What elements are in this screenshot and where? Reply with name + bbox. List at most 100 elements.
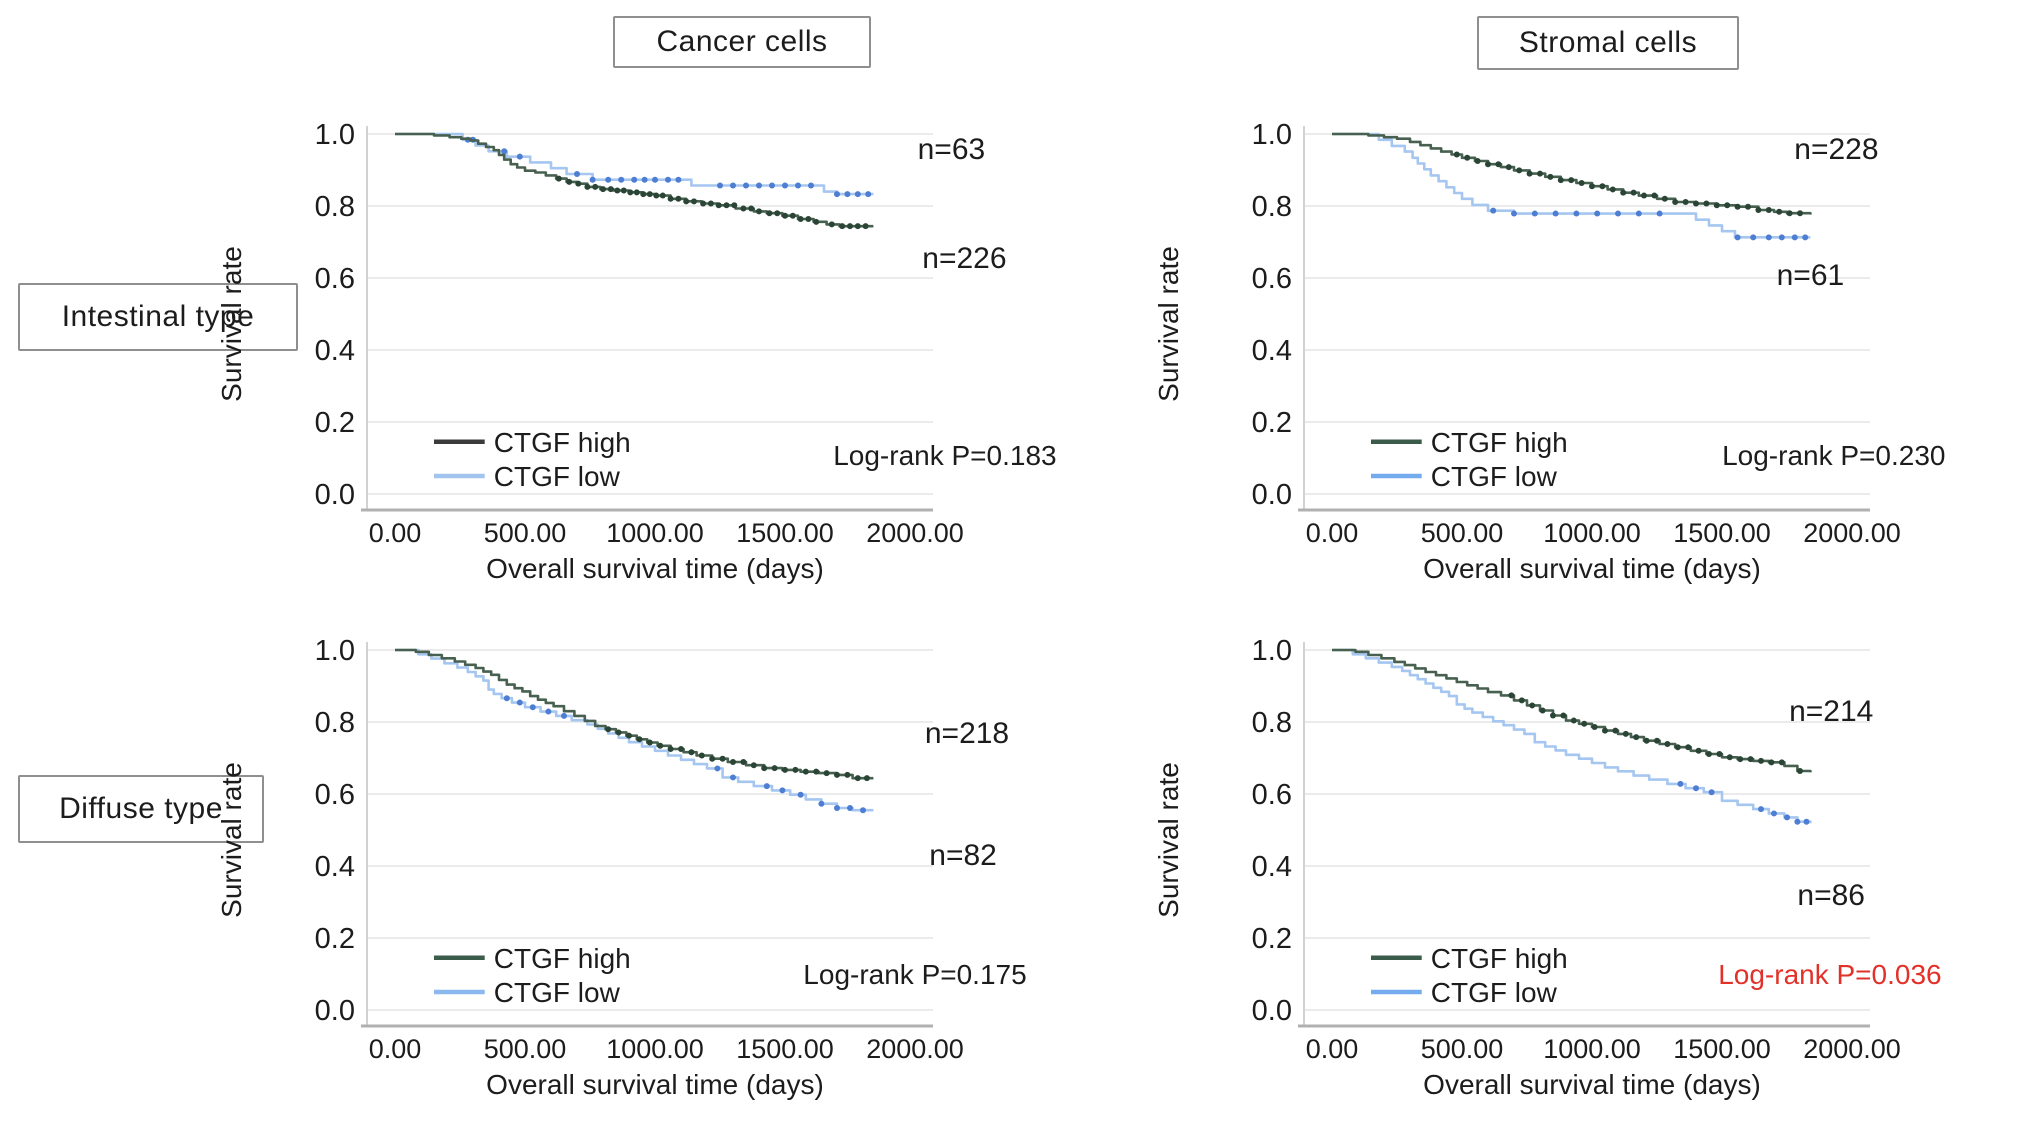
censor-mark-ctgf-high bbox=[1568, 177, 1575, 184]
censor-mark-ctgf-high bbox=[1726, 754, 1733, 761]
y-tick-label: 0.2 bbox=[315, 407, 355, 439]
censor-mark-ctgf-high bbox=[592, 183, 599, 190]
censor-mark-ctgf-high bbox=[723, 202, 730, 209]
censor-mark-ctgf-high bbox=[667, 195, 674, 202]
column-header-stromal-cells: Stromal cells bbox=[1477, 16, 1739, 70]
x-tick-label: 0.00 bbox=[369, 1034, 422, 1064]
censor-mark-ctgf-high bbox=[1485, 161, 1491, 168]
km-chart-intestinal-stromal-cells: 1.0 0.8 0.6 0.4 0.2 0.0 0.00 500.00 1000.00 1500.… bbox=[1153, 119, 1945, 584]
y-tick-label: 0.6 bbox=[1252, 263, 1292, 295]
censor-mark-ctgf-high bbox=[1641, 192, 1647, 199]
censor-mark-ctgf-high bbox=[657, 742, 664, 749]
x-axis-title: Overall survival time (days) bbox=[1423, 1069, 1761, 1100]
censor-mark-ctgf-low bbox=[1758, 806, 1764, 813]
y-tick-label: 0.0 bbox=[315, 995, 355, 1027]
censor-mark-ctgf-high bbox=[1547, 173, 1554, 180]
y-tick-label: 0.0 bbox=[1252, 995, 1292, 1027]
y-axis-title: Survival rate bbox=[216, 762, 247, 918]
y-axis-title: Survival rate bbox=[1153, 762, 1184, 918]
censor-mark-ctgf-high bbox=[1797, 210, 1803, 217]
n-annotation-ctgf-high: n=218 bbox=[925, 717, 1009, 750]
y-axis-title: Survival rate bbox=[1153, 246, 1184, 402]
censor-mark-ctgf-high bbox=[584, 183, 591, 190]
censor-mark-ctgf-low bbox=[714, 765, 721, 772]
censor-mark-ctgf-high bbox=[805, 215, 812, 222]
x-tick-label: 1000.00 bbox=[606, 518, 704, 548]
column-header-cancer-cells: Cancer cells bbox=[613, 16, 871, 68]
censor-mark-ctgf-high bbox=[1643, 737, 1650, 744]
censor-mark-ctgf-high bbox=[1797, 767, 1803, 774]
legend-label-ctgf-high: CTGF high bbox=[494, 943, 631, 974]
censor-mark-ctgf-low bbox=[589, 176, 596, 183]
censor-mark-ctgf-high bbox=[1747, 756, 1754, 763]
censor-mark-ctgf-high bbox=[862, 223, 869, 230]
log-rank-p-annotation: Log-rank P=0.230 bbox=[1722, 440, 1945, 471]
censor-mark-ctgf-high bbox=[653, 192, 660, 199]
x-tick-label: 1000.00 bbox=[606, 1034, 704, 1064]
x-axis-title: Overall survival time (days) bbox=[1423, 553, 1761, 584]
censor-mark-ctgf-high bbox=[719, 755, 726, 762]
censor-mark-ctgf-high bbox=[1495, 161, 1502, 168]
log-rank-p-annotation: Log-rank P=0.183 bbox=[833, 440, 1056, 471]
km-chart-diffuse-stromal-cells: 1.0 0.8 0.6 0.4 0.2 0.0 0.00 500.00 1000.00 1500.… bbox=[1153, 635, 1942, 1100]
x-tick-label: 500.00 bbox=[484, 518, 567, 548]
censor-mark-ctgf-high bbox=[828, 221, 835, 228]
legend-label-ctgf-low: CTGF low bbox=[494, 461, 621, 492]
censor-mark-ctgf-low bbox=[1511, 210, 1517, 217]
censor-mark-ctgf-high bbox=[1664, 740, 1671, 747]
censor-mark-ctgf-high bbox=[1778, 759, 1785, 766]
censor-mark-ctgf-high bbox=[1550, 712, 1556, 719]
censor-mark-ctgf-high bbox=[1581, 720, 1588, 727]
censor-mark-ctgf-low bbox=[574, 170, 580, 177]
censor-mark-ctgf-high bbox=[1505, 164, 1512, 171]
censor-mark-ctgf-high bbox=[1560, 712, 1567, 719]
censor-mark-ctgf-high bbox=[1570, 717, 1577, 724]
censor-mark-ctgf-low bbox=[1635, 210, 1642, 217]
censor-mark-ctgf-high bbox=[1526, 170, 1533, 177]
censor-mark-ctgf-high bbox=[607, 186, 614, 193]
censor-mark-ctgf-high bbox=[1706, 751, 1712, 758]
x-tick-label: 0.00 bbox=[1306, 518, 1359, 548]
censor-mark-ctgf-high bbox=[1578, 179, 1585, 186]
censor-mark-ctgf-high bbox=[646, 191, 653, 198]
censor-mark-ctgf-low bbox=[1594, 210, 1601, 217]
censor-mark-ctgf-low bbox=[756, 182, 762, 189]
censor-mark-ctgf-high bbox=[640, 191, 647, 198]
censor-mark-ctgf-high bbox=[834, 771, 840, 778]
censor-mark-ctgf-high bbox=[1516, 167, 1523, 174]
km-plot-intestinal-cancer-cells: 1.0 0.8 0.6 0.4 0.2 0.0 0.00 500.00 1000.00 1500.… bbox=[215, 64, 1095, 588]
censor-mark-ctgf-high bbox=[1651, 192, 1658, 199]
y-axis-title: Survival rate bbox=[216, 246, 247, 402]
censor-mark-ctgf-high bbox=[1539, 707, 1546, 714]
censor-mark-ctgf-low bbox=[844, 191, 851, 198]
censor-mark-ctgf-high bbox=[782, 212, 788, 219]
censor-mark-ctgf-low bbox=[529, 704, 536, 711]
censor-mark-ctgf-high bbox=[633, 189, 640, 196]
row-label-diffuse-type: Diffuse type bbox=[18, 775, 264, 843]
censor-mark-ctgf-low bbox=[782, 182, 788, 189]
row-label-intestinal-type: Intestinal type bbox=[18, 283, 298, 351]
censor-mark-ctgf-high bbox=[1591, 724, 1598, 731]
censor-mark-ctgf-low bbox=[854, 191, 861, 198]
censor-mark-ctgf-high bbox=[1685, 744, 1692, 751]
censor-mark-ctgf-high bbox=[766, 210, 773, 217]
x-tick-label: 2000.00 bbox=[1803, 518, 1901, 548]
censor-mark-ctgf-high bbox=[627, 189, 634, 196]
y-tick-label: 0.8 bbox=[315, 707, 355, 739]
censor-mark-ctgf-low bbox=[795, 182, 801, 189]
y-tick-label: 0.6 bbox=[315, 779, 355, 811]
x-tick-label: 2000.00 bbox=[866, 1034, 964, 1064]
log-rank-p-annotation: Log-rank P=0.036 bbox=[1718, 959, 1941, 990]
censor-mark-ctgf-low bbox=[1490, 207, 1497, 214]
censor-mark-ctgf-high bbox=[1518, 697, 1525, 704]
censor-mark-ctgf-high bbox=[626, 732, 632, 739]
log-rank-p-annotation: Log-rank P=0.175 bbox=[803, 959, 1026, 990]
x-tick-label: 1500.00 bbox=[1673, 518, 1771, 548]
censor-mark-ctgf-low bbox=[1573, 210, 1580, 217]
censor-mark-ctgf-low bbox=[1771, 810, 1777, 817]
censor-mark-ctgf-high bbox=[1529, 702, 1536, 709]
censor-mark-ctgf-low bbox=[1615, 210, 1621, 217]
censor-mark-ctgf-low bbox=[1750, 234, 1757, 241]
censor-mark-ctgf-high bbox=[555, 175, 562, 182]
